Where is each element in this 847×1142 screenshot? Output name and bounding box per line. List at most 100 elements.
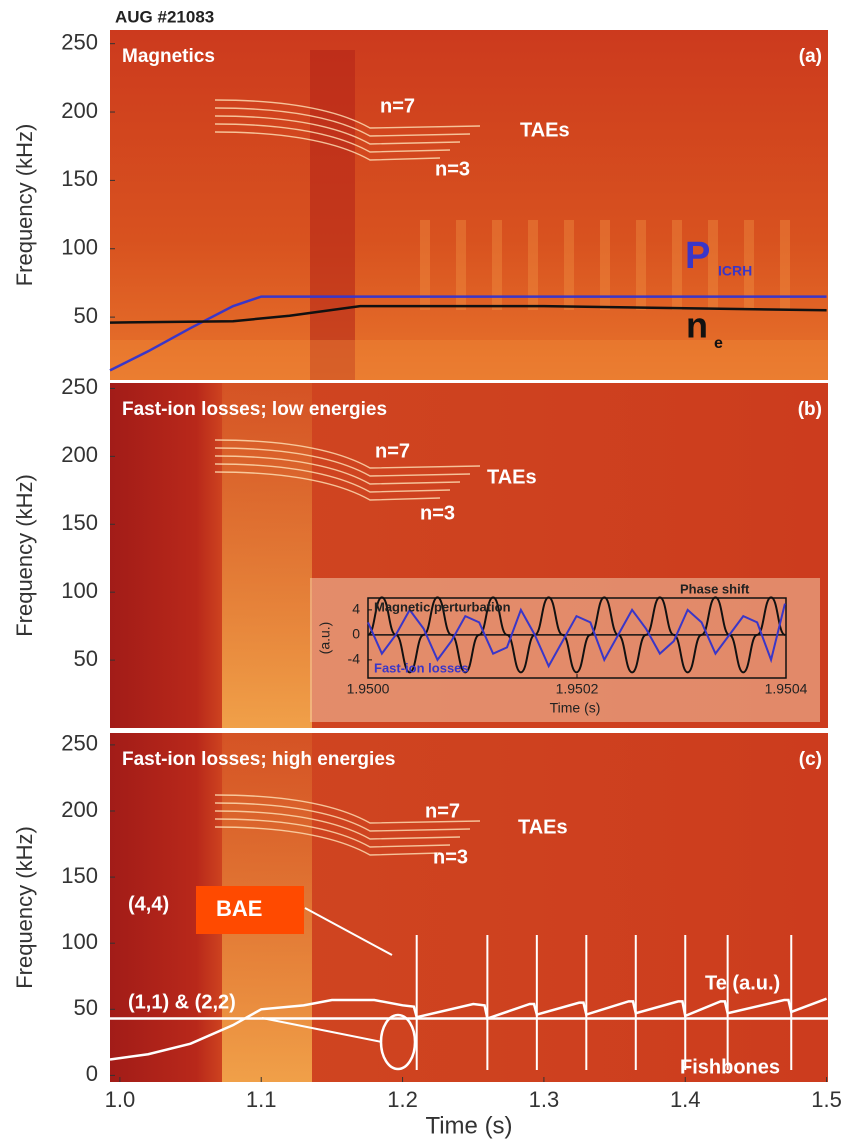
stripe (528, 220, 538, 310)
tae-mode (214, 107, 471, 137)
y-tick-label: 100 (61, 929, 98, 954)
y-tick-label: 150 (61, 166, 98, 191)
x-tick-label: 1.2 (387, 1087, 418, 1112)
x-tick-label: 1.4 (670, 1087, 701, 1112)
y-tick-label: 100 (61, 578, 98, 603)
y-tick-label: 50 (74, 303, 98, 328)
y-axis-label: Frequency (kHz) (12, 474, 37, 637)
tae-mode (214, 463, 451, 493)
x-tick-label: 1.0 (105, 1087, 136, 1112)
tae-mode (214, 131, 441, 161)
curve (109, 304, 827, 324)
tae-mode (214, 455, 461, 485)
panel-title: Magnetics (122, 46, 215, 67)
y-tick-label: 150 (61, 863, 98, 888)
bright-band (110, 340, 828, 380)
annotation: TAEs (518, 816, 568, 838)
tae-mode (214, 810, 461, 840)
stripe (564, 220, 574, 310)
stripe (780, 220, 790, 310)
tae-mode (214, 439, 481, 469)
tae-mode (214, 802, 471, 832)
annotation: ICRH (718, 263, 752, 279)
pointer (304, 907, 393, 956)
y-axis-label: Frequency (kHz) (12, 124, 37, 287)
panel-title: Fast-ion losses; high energies (122, 749, 395, 770)
stripe (672, 220, 682, 310)
stripe (492, 220, 502, 310)
annotation: n=7 (380, 95, 415, 117)
y-tick-label: 50 (74, 995, 98, 1020)
y-tick-label: 250 (61, 374, 98, 399)
y-axis-label: (a.u.) (317, 622, 333, 655)
tae-mode (214, 471, 441, 501)
legend-entry: Magnetic perturbation (374, 599, 511, 614)
annotation: n=3 (420, 502, 455, 524)
y-tick-label: 200 (61, 98, 98, 123)
annotation: Te (a.u.) (705, 972, 780, 994)
tae-mode (214, 115, 461, 145)
panel-label: (c) (799, 749, 822, 770)
curve (109, 295, 827, 372)
stripe (420, 220, 430, 310)
bae-box (196, 886, 304, 934)
stripe (456, 220, 466, 310)
y-tick-label: 200 (61, 442, 98, 467)
annotation: (1,1) & (2,2) (128, 991, 236, 1013)
y-tick-label: 150 (61, 510, 98, 535)
y-tick-label: 4 (352, 601, 360, 617)
annotation: Fishbones (680, 1056, 780, 1078)
annotation: n=7 (375, 440, 410, 462)
annotation: TAEs (520, 119, 570, 141)
stripe (636, 220, 646, 310)
y-tick-label: 100 (61, 235, 98, 260)
curve (109, 997, 828, 1061)
y-tick-label: 50 (74, 646, 98, 671)
x-tick-label: 1.9500 (347, 681, 390, 697)
tae-mode (214, 123, 451, 153)
stripe (600, 220, 610, 310)
tae-mode (214, 826, 441, 856)
x-tick-label: 1.9504 (765, 681, 808, 697)
panel-label: (b) (798, 399, 822, 420)
y-tick-label: 250 (61, 29, 98, 54)
spectrogram (110, 30, 828, 380)
panel-label: (a) (799, 46, 822, 67)
tae-mode (214, 794, 481, 824)
legend-entry: Fast-ion losses (374, 660, 469, 675)
y-axis-label: Frequency (kHz) (12, 826, 37, 989)
tae-mode (214, 818, 451, 848)
annotation: n=3 (435, 158, 470, 180)
annotation: P (685, 235, 710, 277)
curve (367, 596, 786, 674)
annotation: TAEs (487, 466, 537, 488)
annotation: n=3 (433, 846, 468, 868)
stripe (744, 220, 754, 310)
annotation: n (686, 305, 708, 346)
figure-title: AUG #21083 (115, 7, 214, 26)
pointer (261, 1017, 383, 1043)
annotation: e (714, 335, 723, 352)
annotation: Phase shift (680, 581, 750, 596)
x-axis-label: Time (s) (550, 700, 601, 716)
x-tick-label: 1.1 (246, 1087, 277, 1112)
annotation: n=7 (425, 800, 460, 822)
y-tick-label: 0 (352, 626, 360, 642)
panel-title: Fast-ion losses; low energies (122, 399, 387, 420)
y-tick-label: 200 (61, 797, 98, 822)
bright-band (222, 383, 312, 728)
tae-mode (214, 447, 471, 477)
x-axis-label: Time (s) (425, 1112, 512, 1139)
dark-band (310, 50, 355, 380)
x-tick-label: 1.3 (529, 1087, 560, 1112)
y-tick-label: 250 (61, 731, 98, 756)
x-tick-label: 1.5 (811, 1087, 842, 1112)
tae-mode (214, 99, 481, 129)
x-tick-label: 1.9502 (556, 681, 599, 697)
annotation: BAE (216, 896, 262, 921)
annotation: (4,4) (128, 893, 169, 915)
y-tick-label: 0 (86, 1061, 98, 1086)
y-tick-label: -4 (348, 651, 361, 667)
